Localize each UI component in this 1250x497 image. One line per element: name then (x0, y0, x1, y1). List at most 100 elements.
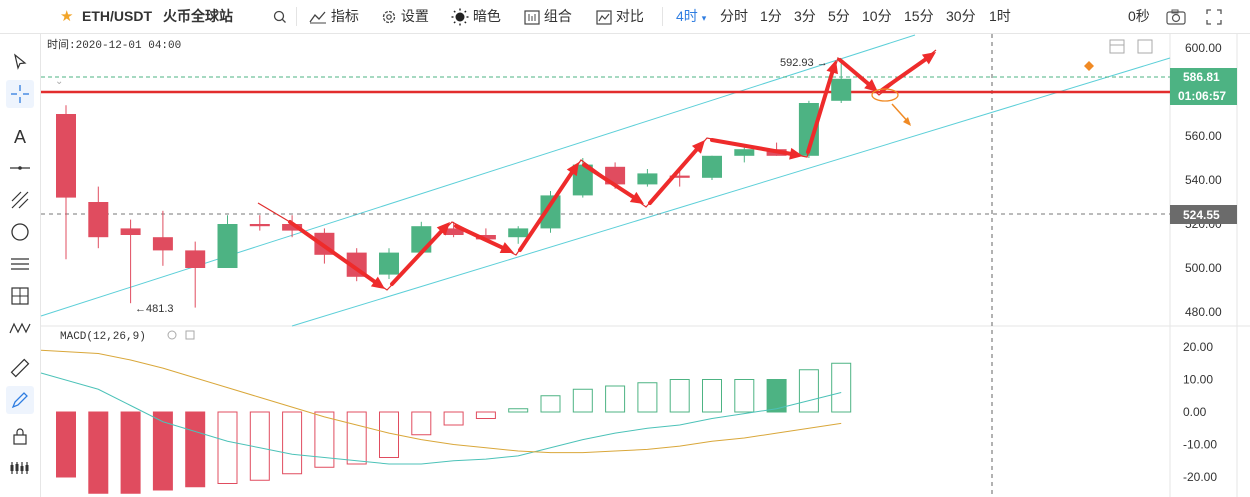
wave-arrow (806, 70, 835, 154)
hline-price-text: 524.55 (1183, 208, 1220, 222)
settings-button[interactable]: 设置 (381, 0, 429, 33)
eye-icon[interactable] (6, 454, 34, 482)
macd-histogram-bar (282, 411, 303, 475)
top-toolbar: ★ ETH/USDT 火币全球站 指标 设置 暗色 组合 对比 4时 ▾ 分时 … (0, 0, 1250, 34)
candle-body (411, 226, 432, 253)
macd-label: MACD(12,26,9) (60, 331, 146, 343)
candle-body (669, 175, 690, 178)
collapse-chevron-icon[interactable]: ⌄ (55, 76, 63, 87)
macd-tick-label: 10.00 (1183, 373, 1213, 387)
theme-button[interactable]: 暗色 (451, 0, 501, 33)
cursor-arrow-icon[interactable] (6, 48, 34, 76)
interval-timeline[interactable]: 分时 (720, 8, 748, 24)
countdown-tag (1170, 86, 1237, 105)
wave-arrow (710, 138, 793, 156)
macd-histogram-bar (314, 411, 335, 468)
theme-label: 暗色 (472, 8, 501, 24)
channel-lower-line[interactable] (291, 57, 1171, 327)
macd-histogram-bar (346, 411, 367, 465)
candle-body (56, 114, 76, 198)
macd-histogram-bar (669, 379, 690, 413)
compare-button[interactable]: 对比 (596, 0, 644, 33)
channel-upper-line[interactable] (40, 34, 916, 317)
layout-icon (524, 10, 540, 25)
macd-histogram-bar (120, 411, 141, 494)
chart-settings-icon[interactable] (1109, 39, 1125, 54)
price-tick-label: 540.00 (1185, 173, 1222, 187)
indicators-button[interactable]: 指标 (309, 0, 359, 33)
wave-arrows-group (288, 52, 936, 289)
compare-label: 对比 (615, 8, 644, 24)
macd-settings-icon[interactable] (167, 330, 177, 340)
wave-arrow-head (629, 191, 644, 204)
candle-body (540, 195, 561, 229)
trend-line-icon[interactable] (6, 186, 34, 214)
text-tool-icon[interactable]: A (6, 122, 34, 150)
interval-3m[interactable]: 3分 (794, 8, 816, 24)
interval-5m[interactable]: 5分 (828, 8, 850, 24)
price-tick-label: 600.00 (1185, 41, 1222, 55)
brush-icon[interactable] (6, 386, 34, 414)
low-annotation: 481.3 (146, 303, 174, 315)
search-icon[interactable] (273, 0, 287, 33)
candle-body (798, 103, 819, 156)
macd-tick-label: 0.00 (1183, 405, 1207, 419)
interval-4h[interactable]: 4时 ▾ (676, 0, 706, 33)
countdown-label: 0秒 (1128, 8, 1150, 24)
wave-arrow-head (499, 242, 514, 253)
interval-10m[interactable]: 10分 (862, 8, 892, 24)
symbol-label[interactable]: ETH/USDT (82, 8, 152, 24)
macd-more-icon[interactable] (185, 330, 195, 340)
macd-tick-label: -10.00 (1183, 438, 1217, 452)
combine-label: 组合 (543, 8, 572, 24)
orange-marker (1084, 61, 1094, 71)
crosshair-icon[interactable] (6, 80, 34, 108)
low-annotation-arrow: ← (135, 303, 146, 315)
price-tick-label: 480.00 (1185, 305, 1222, 319)
candle-body (831, 78, 852, 101)
horizontal-line-icon[interactable] (6, 154, 34, 182)
candle-body (379, 252, 399, 275)
lock-icon[interactable] (6, 422, 34, 450)
macd-tick-label: 20.00 (1183, 340, 1213, 354)
macd-histogram (56, 362, 852, 494)
macd-histogram-bar (831, 362, 852, 413)
time-info-label: 时间:2020-12-01 04:00 (47, 38, 181, 52)
compare-icon (596, 10, 612, 25)
price-tick-label: 500.00 (1185, 261, 1222, 275)
wave-arrow (518, 170, 574, 252)
wave-arrow (582, 163, 636, 199)
wave-arrow (648, 147, 699, 205)
interval-30m[interactable]: 30分 (946, 8, 976, 24)
macd-histogram-bar (443, 411, 464, 426)
interval-1m[interactable]: 1分 (760, 8, 782, 24)
interval-4h-label: 4时 (676, 8, 698, 24)
circle-icon[interactable] (6, 218, 34, 246)
macd-histogram-bar (88, 411, 109, 494)
ruler-icon[interactable] (6, 354, 34, 382)
wave-arrow (454, 224, 505, 250)
wave-arrow-head (864, 79, 878, 92)
gear-icon (382, 11, 396, 24)
interval-1h[interactable]: 1时 (989, 8, 1011, 24)
macd-histogram-bar (766, 379, 787, 413)
pattern-icon[interactable] (6, 314, 34, 342)
svg-text:A: A (14, 127, 26, 145)
macd-histogram-bar (217, 411, 238, 484)
camera-icon[interactable] (1166, 0, 1186, 33)
chart-expand-icon[interactable] (1137, 39, 1153, 54)
macd-histogram-bar (152, 411, 173, 491)
favorite-star-icon[interactable]: ★ (60, 8, 74, 25)
macd-histogram-bar (475, 411, 496, 419)
exchange-label[interactable]: 火币全球站 (163, 8, 233, 24)
fib-grid-icon[interactable] (6, 282, 34, 310)
macd-histogram-bar (572, 388, 593, 413)
parallel-channel-icon[interactable] (6, 250, 34, 278)
fullscreen-icon[interactable] (1206, 0, 1222, 33)
combine-button[interactable]: 组合 (524, 0, 572, 33)
interval-15m[interactable]: 15分 (904, 8, 934, 24)
macd-tick-label: -20.00 (1183, 470, 1217, 484)
candle-body (475, 235, 496, 240)
projection-ellipse[interactable] (871, 88, 899, 102)
